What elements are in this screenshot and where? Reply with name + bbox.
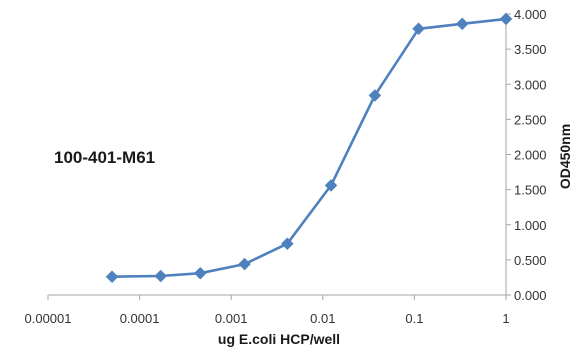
data-point-marker <box>238 257 251 271</box>
x-axis-title: ug E.coli HCP/well <box>218 331 340 347</box>
y-axis-ticks: 0.000 0.500 1.000 1.500 2.000 2.500 3.000 3.500… <box>506 7 547 303</box>
data-point-marker <box>368 89 382 102</box>
y-tick-label: 0.000 <box>514 288 547 303</box>
data-point-marker <box>324 179 338 192</box>
y-tick-label: 4.000 <box>514 7 547 22</box>
data-point-marker <box>455 17 469 31</box>
data-point-marker <box>412 22 425 36</box>
y-tick-label: 3.000 <box>514 77 547 92</box>
series-group <box>105 12 513 284</box>
y-tick-label: 3.500 <box>514 42 547 57</box>
x-tick-label: 0.0001 <box>120 311 160 326</box>
chart-annotation: 100-401-M61 <box>54 148 155 167</box>
series-line <box>111 17 507 278</box>
x-tick-label: 0.001 <box>215 311 248 326</box>
x-tick-label: 0.1 <box>405 311 423 326</box>
data-point-marker <box>105 270 119 284</box>
x-tick-label: 0.00001 <box>25 311 72 326</box>
data-point-marker <box>154 269 168 283</box>
y-tick-label: 2.000 <box>514 148 547 163</box>
data-point-marker <box>499 12 513 26</box>
data-point-marker <box>280 237 294 251</box>
data-point-marker <box>193 266 207 280</box>
y-tick-label: 1.500 <box>514 183 547 198</box>
x-tick-label: 0.01 <box>310 311 335 326</box>
y-tick-label: 2.500 <box>514 112 547 127</box>
y-tick-label: 1.000 <box>514 218 547 233</box>
y-axis-title: OD450nm <box>557 124 573 189</box>
y-tick-label: 0.500 <box>514 253 547 268</box>
x-axis-ticks: 0.00001 0.0001 0.001 0.01 0.1 1 <box>25 295 510 326</box>
plot-area: 0.00001 0.0001 0.001 0.01 0.1 1 0.000 0.500 1.0… <box>25 7 547 326</box>
x-tick-label: 1 <box>502 311 509 326</box>
